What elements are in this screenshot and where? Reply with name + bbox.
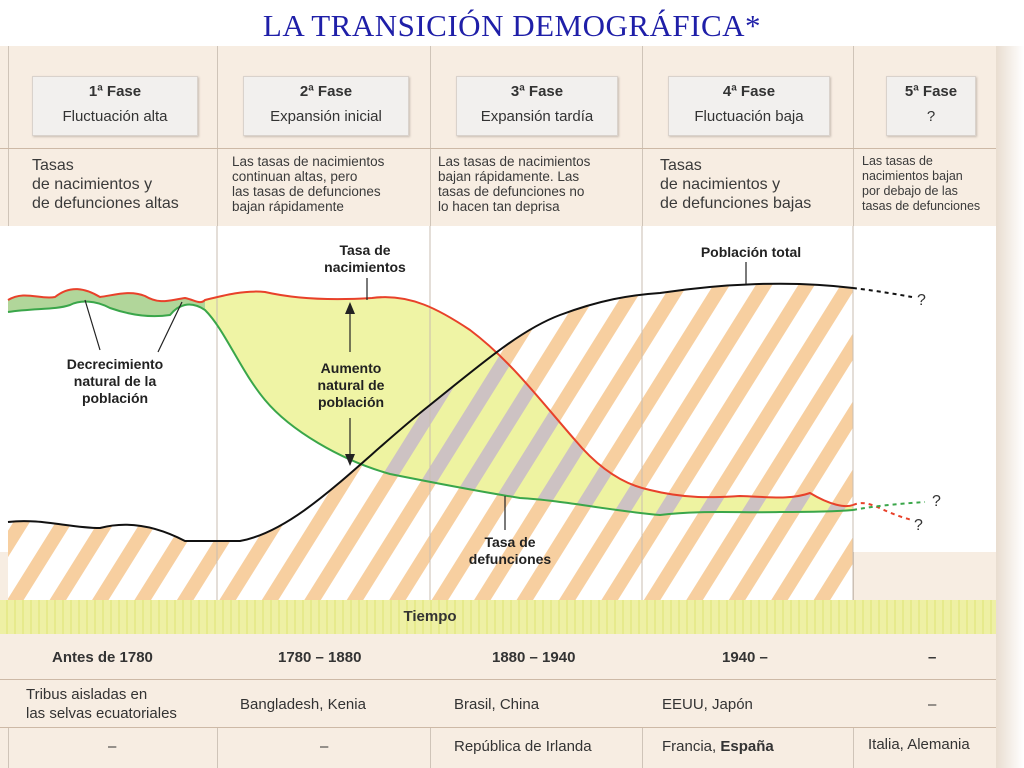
phase-box-4: 4ª Fase Fluctuación baja <box>668 76 830 136</box>
example-phase-2: Bangladesh, Kenia <box>240 696 366 713</box>
period-4: 1940 – <box>722 649 768 666</box>
population-total-line <box>7 282 854 542</box>
example2-country-bold: España <box>720 738 774 755</box>
phase-subtitle: Fluctuación alta <box>62 108 168 125</box>
page-edge-shadow <box>996 46 1024 768</box>
label-tasa-defunciones: Tasa de defunciones <box>468 534 552 567</box>
population-projection <box>852 287 913 298</box>
birth-rate-line <box>7 288 854 508</box>
period-2: 1780 – 1880 <box>278 649 362 666</box>
phase-name: 1ª Fase <box>88 83 142 100</box>
example2-country: Francia, <box>662 738 721 755</box>
arrowhead-up <box>345 302 355 314</box>
phase-description-1: Tasas de nacimientos y de defunciones alta… <box>32 157 179 212</box>
row-separator <box>0 727 1000 728</box>
arrowhead-down <box>345 454 355 466</box>
phase-description-4: Tasas de nacimientos y de defunciones baja… <box>660 157 812 212</box>
transition-chart: ? ? ? <box>7 226 941 600</box>
phase-subtitle: ? <box>926 108 936 125</box>
example-phase-1: Tribus aisladas en las selvas ecuatoriale… <box>26 686 177 722</box>
example2-phase-2: – <box>320 738 329 755</box>
leader-line-decrecimiento-2 <box>157 301 183 353</box>
phase-name: 3ª Fase <box>510 83 564 100</box>
question-mark-death: ? <box>932 493 941 510</box>
death-rate-line <box>7 300 854 517</box>
example2-phase-4: Francia, España <box>662 738 774 755</box>
phase-name: 5ª Fase <box>904 83 958 100</box>
time-label: Tiempo <box>403 608 457 625</box>
birth-rate-projection <box>852 502 913 521</box>
phase-subtitle: Expansión tardía <box>480 108 594 125</box>
example2-phase-5: Italia, Alemania <box>868 736 970 753</box>
phase-box-2: 2ª Fase Expansión inicial <box>243 76 409 136</box>
example2-phase-3: República de Irlanda <box>454 738 592 755</box>
label-tasa-nacimientos: Tasa de nacimientos <box>324 242 406 275</box>
phase-box-5: 5ª Fase ? <box>886 76 976 136</box>
period-1: Antes de 1780 <box>52 649 153 666</box>
page-title: LA TRANSICIÓN DEMOGRÁFICA* <box>262 8 762 43</box>
example-phase-3: Brasil, China <box>454 696 540 713</box>
phase1-fill <box>8 289 205 317</box>
question-mark-birth: ? <box>914 517 923 534</box>
example-phase-4: EEUU, Japón <box>662 696 753 713</box>
time-band <box>0 600 1000 634</box>
label-aumento: Aumento natural de población <box>317 360 385 410</box>
phase-subtitle: Expansión inicial <box>270 108 382 125</box>
question-mark-population: ? <box>917 292 926 309</box>
period-3: 1880 – 1940 <box>492 649 576 666</box>
phase-description-5: Las tasas de nacimientos bajan por debajo … <box>862 154 981 213</box>
death-rate-projection <box>852 501 926 511</box>
periods-row <box>0 634 1000 680</box>
phase-name: 4ª Fase <box>722 83 776 100</box>
phase-name: 2ª Fase <box>299 83 353 100</box>
label-decrecimiento: Decrecimiento natural de la población <box>66 356 164 406</box>
example2-phase-1: – <box>108 738 117 755</box>
phase-box-3: 3ª Fase Expansión tardía <box>456 76 618 136</box>
phase-description-3: Las tasas de nacimientos bajan rápidament… <box>438 154 591 214</box>
row-separator <box>0 679 1000 680</box>
phase-box-1: 1ª Fase Fluctuación alta <box>32 76 198 136</box>
example-phase-5: – <box>928 696 937 713</box>
label-poblacion-total: Población total <box>700 244 802 260</box>
row-separator <box>0 148 1000 149</box>
period-5: – <box>928 649 937 666</box>
phase-subtitle: Fluctuación baja <box>694 108 804 125</box>
examples-row-1 <box>0 680 1000 728</box>
phase-description-2: Las tasas de nacimientos continuan altas,… <box>232 154 385 214</box>
leader-line-decrecimiento-1 <box>84 299 101 351</box>
